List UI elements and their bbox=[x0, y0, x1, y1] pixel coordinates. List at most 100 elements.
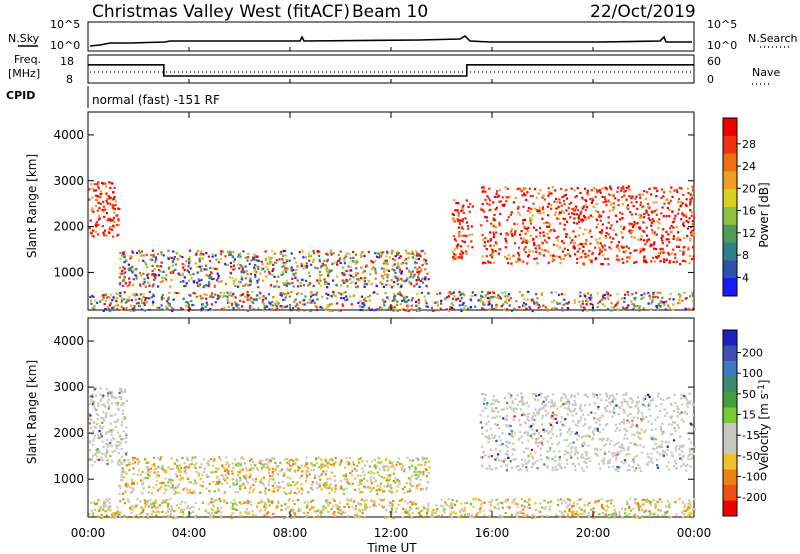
data-pixel bbox=[339, 250, 342, 253]
data-pixel bbox=[539, 231, 542, 234]
data-pixel bbox=[179, 474, 182, 477]
data-pixel bbox=[211, 292, 214, 295]
data-pixel bbox=[408, 513, 411, 516]
data-pixel bbox=[311, 481, 314, 484]
data-pixel bbox=[229, 291, 232, 294]
data-pixel bbox=[141, 510, 145, 513]
data-pixel bbox=[219, 499, 222, 503]
data-pixel bbox=[636, 502, 640, 505]
data-pixel bbox=[291, 277, 294, 280]
data-pixel bbox=[583, 509, 586, 512]
data-pixel bbox=[165, 305, 168, 308]
data-pixel bbox=[363, 485, 366, 488]
data-pixel bbox=[633, 221, 636, 224]
data-pixel bbox=[91, 306, 94, 309]
data-pixel bbox=[360, 295, 364, 298]
data-pixel bbox=[195, 295, 198, 298]
data-pixel bbox=[417, 474, 420, 477]
data-pixel bbox=[576, 209, 580, 212]
data-pixel bbox=[639, 250, 642, 253]
data-pixel bbox=[477, 498, 480, 501]
data-pixel bbox=[237, 303, 240, 306]
data-pixel bbox=[379, 306, 382, 309]
data-pixel bbox=[199, 478, 202, 481]
data-pixel bbox=[218, 497, 221, 501]
data-pixel bbox=[240, 503, 243, 506]
data-pixel bbox=[380, 253, 383, 256]
data-pixel bbox=[239, 488, 242, 491]
data-pixel bbox=[110, 402, 113, 405]
data-pixel bbox=[220, 506, 223, 509]
data-pixel bbox=[546, 236, 549, 239]
data-pixel bbox=[149, 471, 152, 474]
data-pixel bbox=[635, 502, 638, 505]
data-pixel bbox=[238, 479, 241, 482]
data-pixel bbox=[272, 296, 275, 299]
data-pixel bbox=[386, 485, 389, 488]
data-pixel bbox=[274, 302, 277, 305]
data-pixel bbox=[100, 435, 103, 438]
data-pixel bbox=[175, 516, 178, 519]
data-pixel bbox=[444, 502, 448, 505]
data-pixel bbox=[633, 236, 636, 239]
data-pixel bbox=[408, 509, 411, 512]
data-pixel bbox=[453, 248, 456, 251]
data-pixel bbox=[656, 464, 659, 467]
data-pixel bbox=[618, 513, 621, 516]
data-pixel bbox=[563, 293, 566, 296]
data-pixel bbox=[270, 501, 274, 505]
data-pixel bbox=[617, 241, 621, 244]
data-pixel bbox=[374, 269, 377, 272]
data-pixel bbox=[314, 458, 317, 461]
data-pixel bbox=[421, 263, 424, 267]
data-pixel bbox=[544, 249, 547, 252]
data-pixel bbox=[513, 233, 516, 236]
data-pixel bbox=[639, 204, 642, 207]
data-pixel bbox=[263, 250, 266, 253]
data-pixel bbox=[214, 267, 217, 270]
data-pixel bbox=[558, 201, 562, 204]
data-pixel bbox=[488, 291, 491, 294]
data-pixel bbox=[181, 456, 184, 460]
data-pixel bbox=[455, 298, 458, 301]
data-pixel bbox=[635, 222, 638, 225]
data-pixel bbox=[648, 187, 651, 190]
data-pixel bbox=[88, 431, 91, 434]
data-pixel bbox=[450, 511, 453, 514]
data-pixel bbox=[569, 216, 572, 219]
data-pixel bbox=[628, 421, 631, 424]
data-pixel bbox=[159, 458, 162, 461]
data-pixel bbox=[127, 485, 130, 488]
data-pixel bbox=[230, 501, 233, 504]
nsky-label: N.Sky bbox=[8, 32, 40, 45]
data-pixel bbox=[274, 308, 277, 311]
data-pixel bbox=[201, 485, 204, 488]
data-pixel bbox=[504, 237, 507, 240]
data-pixel bbox=[318, 277, 321, 280]
data-pixel bbox=[125, 300, 128, 303]
data-pixel bbox=[168, 291, 171, 294]
data-pixel bbox=[588, 231, 591, 234]
data-pixel bbox=[360, 277, 363, 280]
data-pixel bbox=[642, 205, 645, 208]
data-pixel bbox=[486, 240, 489, 243]
data-pixel bbox=[410, 475, 413, 478]
data-pixel bbox=[190, 273, 193, 276]
data-pixel bbox=[617, 413, 620, 416]
data-pixel bbox=[561, 195, 564, 199]
data-pixel bbox=[341, 272, 344, 275]
data-pixel bbox=[579, 291, 582, 294]
data-pixel bbox=[425, 457, 428, 460]
data-pixel bbox=[345, 478, 349, 481]
data-pixel bbox=[491, 290, 494, 294]
data-pixel bbox=[207, 461, 210, 464]
data-pixel bbox=[116, 506, 119, 509]
data-pixel bbox=[552, 405, 555, 408]
data-pixel bbox=[489, 254, 492, 257]
data-pixel bbox=[358, 305, 362, 308]
data-pixel bbox=[587, 414, 590, 417]
data-pixel bbox=[465, 221, 469, 224]
data-pixel bbox=[155, 480, 159, 483]
data-pixel bbox=[661, 247, 664, 250]
data-pixel bbox=[411, 270, 415, 273]
